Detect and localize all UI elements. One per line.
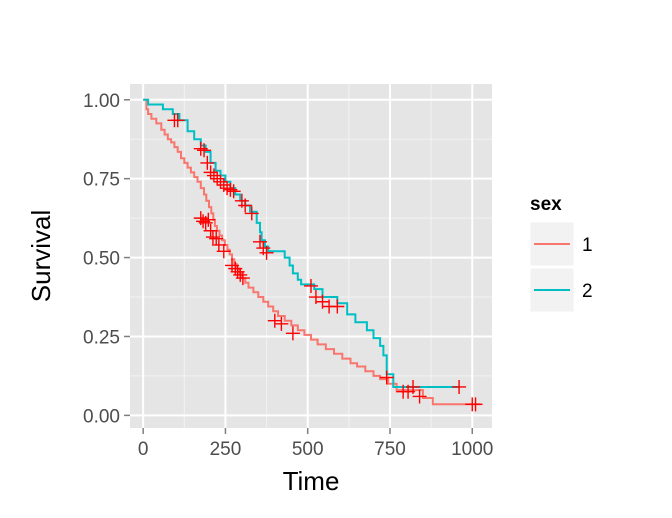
series-layer [143, 98, 481, 406]
censor-mark [238, 198, 253, 213]
plot-panel [130, 84, 492, 428]
censor-mark [252, 234, 267, 249]
x-tick-label: 0 [138, 439, 149, 460]
y-tick-labels: 0.00 0.25 0.50 0.75 1.00 [83, 91, 120, 428]
censor-mark [468, 397, 483, 412]
censor-mark [220, 181, 235, 196]
censor-mark [197, 143, 212, 158]
censor-mark [452, 379, 467, 394]
censor-mark [379, 370, 394, 385]
series-line-1 [143, 98, 481, 406]
censor-mark [226, 184, 241, 199]
axis-ticks [124, 99, 474, 434]
x-tick-label: 750 [374, 439, 406, 460]
censor-mark [200, 155, 215, 170]
censor-mark [216, 244, 231, 259]
censor-mark [285, 326, 300, 341]
censor-mark [223, 182, 238, 197]
y-axis-title: Survival [26, 210, 56, 302]
legend: sex 12 [529, 194, 593, 313]
censor-mark [210, 171, 225, 186]
censor-mark [267, 313, 282, 328]
censor-mark [203, 165, 218, 180]
y-tick-label: 0.75 [83, 170, 120, 191]
censor-mark [193, 141, 208, 156]
censor-mark [244, 206, 259, 221]
x-tick-label: 500 [292, 439, 324, 460]
legend-title: sex [530, 194, 562, 215]
censor-mark [209, 231, 224, 246]
x-tick-labels: 0 250 500 750 1000 [138, 439, 494, 460]
censor-mark [170, 113, 185, 128]
censor-mark [206, 168, 221, 183]
censor-mark [205, 230, 220, 245]
censor-mark [274, 316, 289, 331]
y-tick-label: 1.00 [83, 91, 120, 112]
censor-mark [203, 223, 218, 238]
x-tick-label: 250 [210, 439, 242, 460]
censor-mark [198, 215, 213, 230]
series-line-2 [143, 98, 460, 388]
x-tick-label: 1000 [451, 439, 493, 460]
y-tick-label: 0.25 [83, 327, 120, 348]
y-tick-label: 0.50 [83, 249, 120, 270]
censor-mark [233, 267, 248, 282]
censor-mark [330, 299, 345, 314]
x-axis-title: Time [283, 466, 340, 496]
censor-mark [201, 212, 216, 227]
legend-label-1: 1 [582, 235, 593, 256]
censor-mark [304, 278, 318, 293]
censor-mark [235, 271, 250, 286]
censor-mark [412, 389, 427, 404]
legend-label-2: 2 [582, 281, 593, 302]
censor-mark [213, 174, 228, 189]
censor-layer [167, 113, 483, 412]
censor-mark [406, 379, 421, 394]
legend-keys: 12 [529, 221, 593, 313]
censor-mark [225, 258, 240, 273]
y-tick-label: 0.00 [83, 406, 120, 427]
censor-mark [259, 245, 274, 260]
